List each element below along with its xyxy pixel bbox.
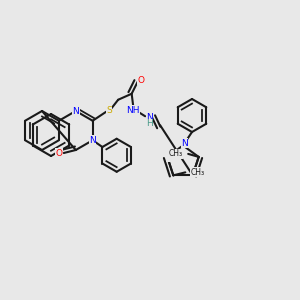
Text: S: S xyxy=(106,106,112,115)
Text: O: O xyxy=(56,148,63,158)
Text: N: N xyxy=(146,113,153,122)
Text: CH₃: CH₃ xyxy=(169,149,183,158)
Text: N: N xyxy=(167,152,174,161)
Text: H: H xyxy=(146,119,153,128)
Text: NH: NH xyxy=(126,106,140,115)
Text: N: N xyxy=(181,139,188,148)
Text: O: O xyxy=(138,76,145,85)
Text: N: N xyxy=(89,136,96,145)
Text: N: N xyxy=(72,106,79,116)
Text: CH₃: CH₃ xyxy=(191,168,205,177)
